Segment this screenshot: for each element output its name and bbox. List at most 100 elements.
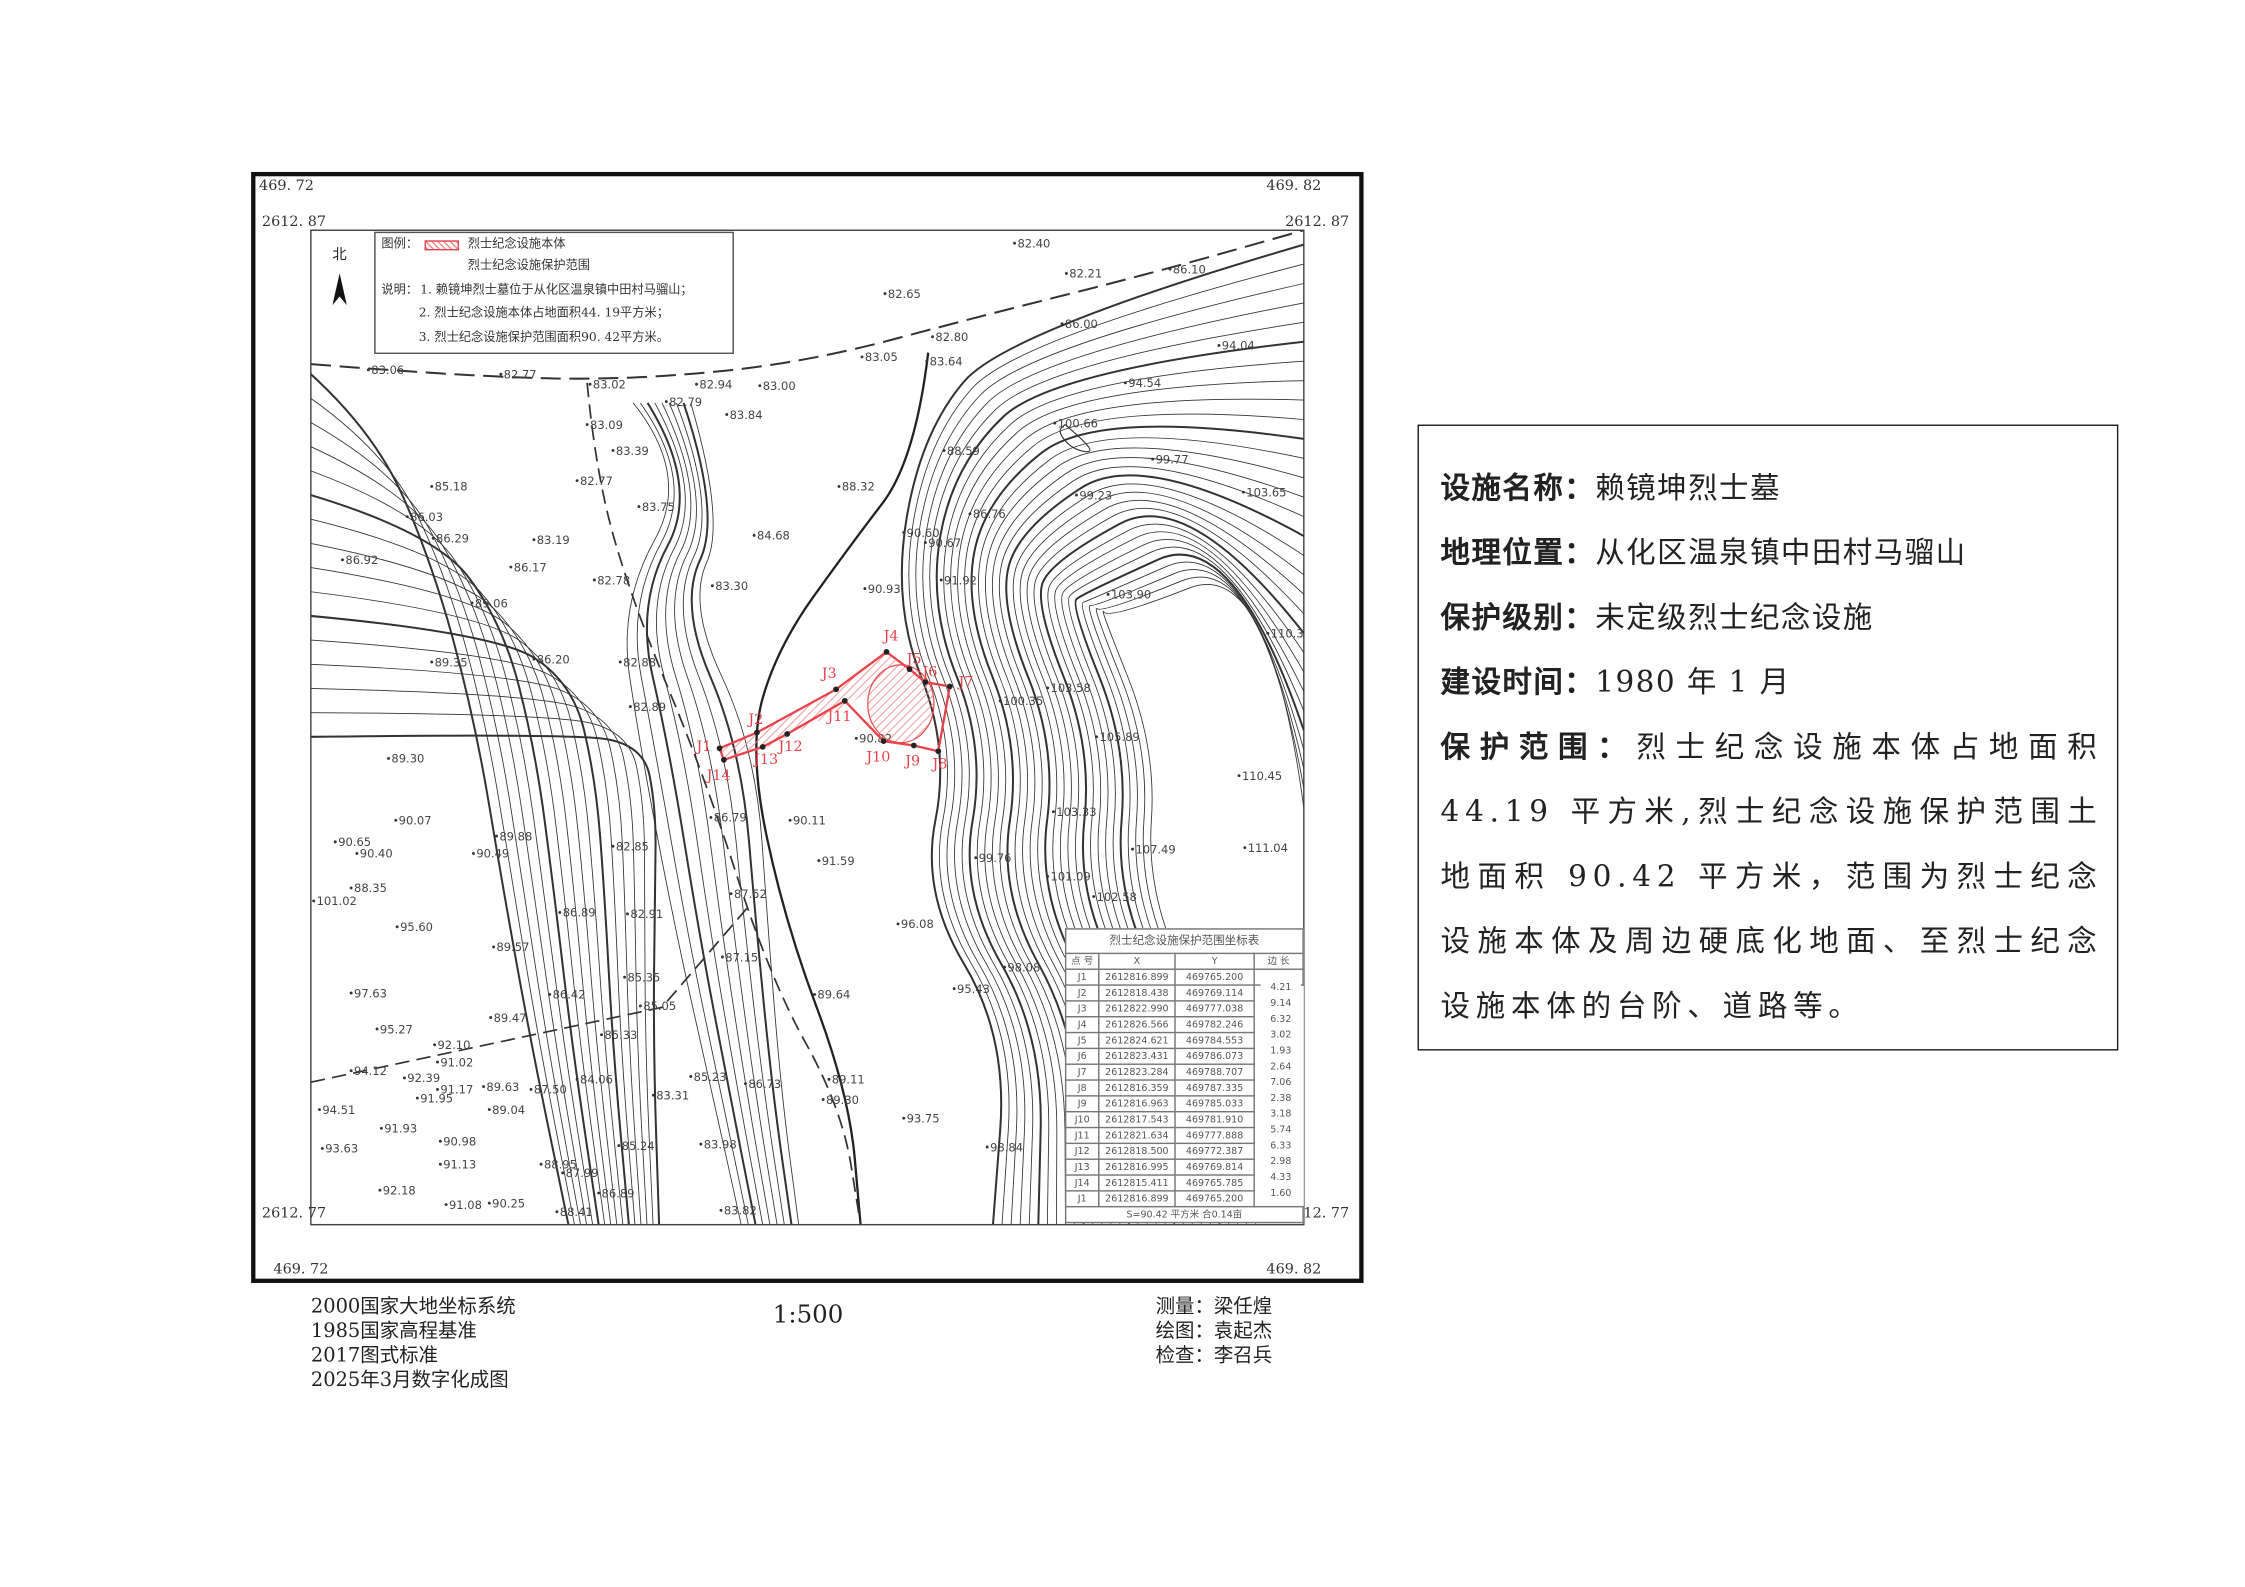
elevation-label: 88.59	[947, 444, 980, 458]
elevation-point	[487, 1108, 491, 1111]
elevation-label: 95.60	[400, 920, 433, 934]
outer-frame	[251, 171, 1364, 1283]
edge-length: 5.74	[1260, 1123, 1301, 1136]
elevation-label: 102.58	[1097, 890, 1137, 904]
point-label: J14	[705, 768, 731, 784]
contour-line	[310, 734, 661, 1225]
elevation-label: 90.25	[492, 1196, 525, 1210]
footer-left: 2000国家大地坐标系统 1985国家高程基准 2017图式标准 2025年3月…	[311, 1295, 516, 1393]
elevation-label: 86.20	[537, 652, 570, 666]
elevation-point	[617, 1144, 621, 1147]
elevation-points: 83.06 82.77 83.02 82.94 83.00 82.79 83.84 83.09…	[312, 230, 1304, 1219]
boundary-point	[946, 683, 953, 690]
table-cell: J7	[1064, 1063, 1100, 1081]
point-label: J4	[882, 628, 899, 644]
dashed-road	[586, 382, 862, 1225]
table-row: J9 2612816.963 469785.033	[1064, 1095, 1303, 1113]
elevation-point	[821, 1098, 825, 1101]
elevation-label: 86.92	[345, 553, 378, 567]
elevation-label: 110.45	[1242, 769, 1282, 783]
elevation-point	[1051, 810, 1055, 814]
boundary-point	[833, 686, 839, 693]
column-header: 边 长	[1253, 952, 1304, 970]
elevation-label: 88.95	[544, 1158, 577, 1172]
boundary-point	[883, 649, 890, 655]
table-row: J4 2612826.566 469782.246	[1064, 1016, 1303, 1034]
table-cell: J1	[1064, 1190, 1100, 1208]
elevation-label: 84.68	[757, 529, 790, 543]
elevation-label: 86.76	[973, 507, 1006, 521]
elevation-point	[664, 400, 668, 403]
contour-line	[943, 360, 1304, 1225]
elevation-point	[1060, 322, 1064, 326]
table-cell: J6	[1064, 1047, 1100, 1065]
elevation-label: 107.49	[1135, 842, 1175, 856]
elevation-label: 83.30	[715, 579, 748, 593]
contour-line	[908, 263, 1304, 1225]
drafter: 绘图：袁起杰	[1155, 1319, 1273, 1343]
elevation-point	[499, 372, 503, 376]
elevation-point	[430, 660, 434, 664]
elevation-label: 89.06	[475, 596, 508, 610]
elevation-point	[430, 484, 434, 488]
elevation-point	[1092, 895, 1096, 898]
note: 2. 烈士纪念设施本体占地面积44. 19平方米；	[418, 306, 669, 321]
elevation-label: 87.52	[734, 887, 767, 901]
elevation-point	[788, 818, 792, 822]
elevation-point	[395, 925, 399, 929]
elevation-point	[575, 1077, 579, 1081]
elevation-point	[402, 1076, 406, 1080]
elevation-label: 86.89	[563, 906, 596, 920]
elevation-label: 83.05	[865, 350, 898, 364]
elevation-label: 85.18	[435, 480, 468, 494]
elevation-point	[436, 1060, 439, 1064]
elevation-label: 88.32	[842, 480, 875, 494]
elevation-label: 82.85	[616, 840, 649, 854]
edge-length: 3.18	[1260, 1108, 1301, 1120]
contour-line	[922, 302, 1304, 1225]
table-row: J11 2612821.634 469777.888	[1064, 1126, 1303, 1145]
checker: 检查：李召兵	[1155, 1344, 1273, 1368]
contour-line	[310, 446, 588, 1225]
map-standard: 2017图式标准	[310, 1344, 439, 1368]
elevation-label: 91.95	[420, 1091, 453, 1105]
elevation-label: 91.08	[449, 1198, 482, 1212]
table-row: J12 2612818.500 469772.387	[1064, 1142, 1303, 1160]
elevation-point	[709, 815, 713, 819]
table-cell: 2612818.500	[1098, 1142, 1176, 1160]
elevation-point	[548, 992, 552, 996]
elevation-label: 90.11	[793, 814, 826, 828]
elevation-point	[575, 479, 579, 483]
point-label: J9	[903, 754, 920, 770]
elevation-point	[539, 1162, 543, 1166]
elevation-point	[1217, 343, 1221, 347]
table-cell: J5	[1064, 1031, 1100, 1050]
contour-line	[970, 425, 1304, 1225]
elevation-label: 91.13	[443, 1158, 476, 1172]
table-cell: 469782.246	[1174, 1016, 1255, 1034]
elevation-point	[883, 292, 887, 296]
elevation-label: 91.93	[384, 1122, 417, 1136]
elevation-point	[998, 699, 1002, 703]
elevation-point	[923, 541, 927, 544]
boundary-point	[906, 666, 913, 673]
table-cell: 2612816.963	[1098, 1095, 1176, 1113]
corner-label: 2612. 77	[261, 1205, 327, 1222]
elevation-point	[379, 1126, 383, 1130]
contour-line	[636, 402, 749, 1225]
elevation-point	[378, 1188, 382, 1192]
elevation-point	[699, 1142, 703, 1146]
table-cell: J4	[1064, 1016, 1100, 1034]
facility-info-box: 设施名称：赖镜坤烈士墓 地理位置：从化区温泉镇中田村马骝山 保护级别：未定级烈士…	[1417, 424, 2119, 1051]
contour-line	[645, 402, 757, 1225]
elevation-point	[1095, 735, 1099, 739]
elevation-label: 95.43	[957, 982, 990, 996]
location-label: 地理位置：	[1440, 535, 1596, 570]
table-cell: 469788.707	[1174, 1063, 1255, 1081]
edge-length: 2.98	[1260, 1155, 1301, 1168]
elevation-point	[1075, 493, 1078, 497]
elevation-label: 91.92	[944, 573, 977, 587]
contour-line	[310, 494, 600, 1225]
elevation-label: 103.58	[1051, 681, 1091, 695]
elevation-label: 90.67	[928, 536, 961, 550]
